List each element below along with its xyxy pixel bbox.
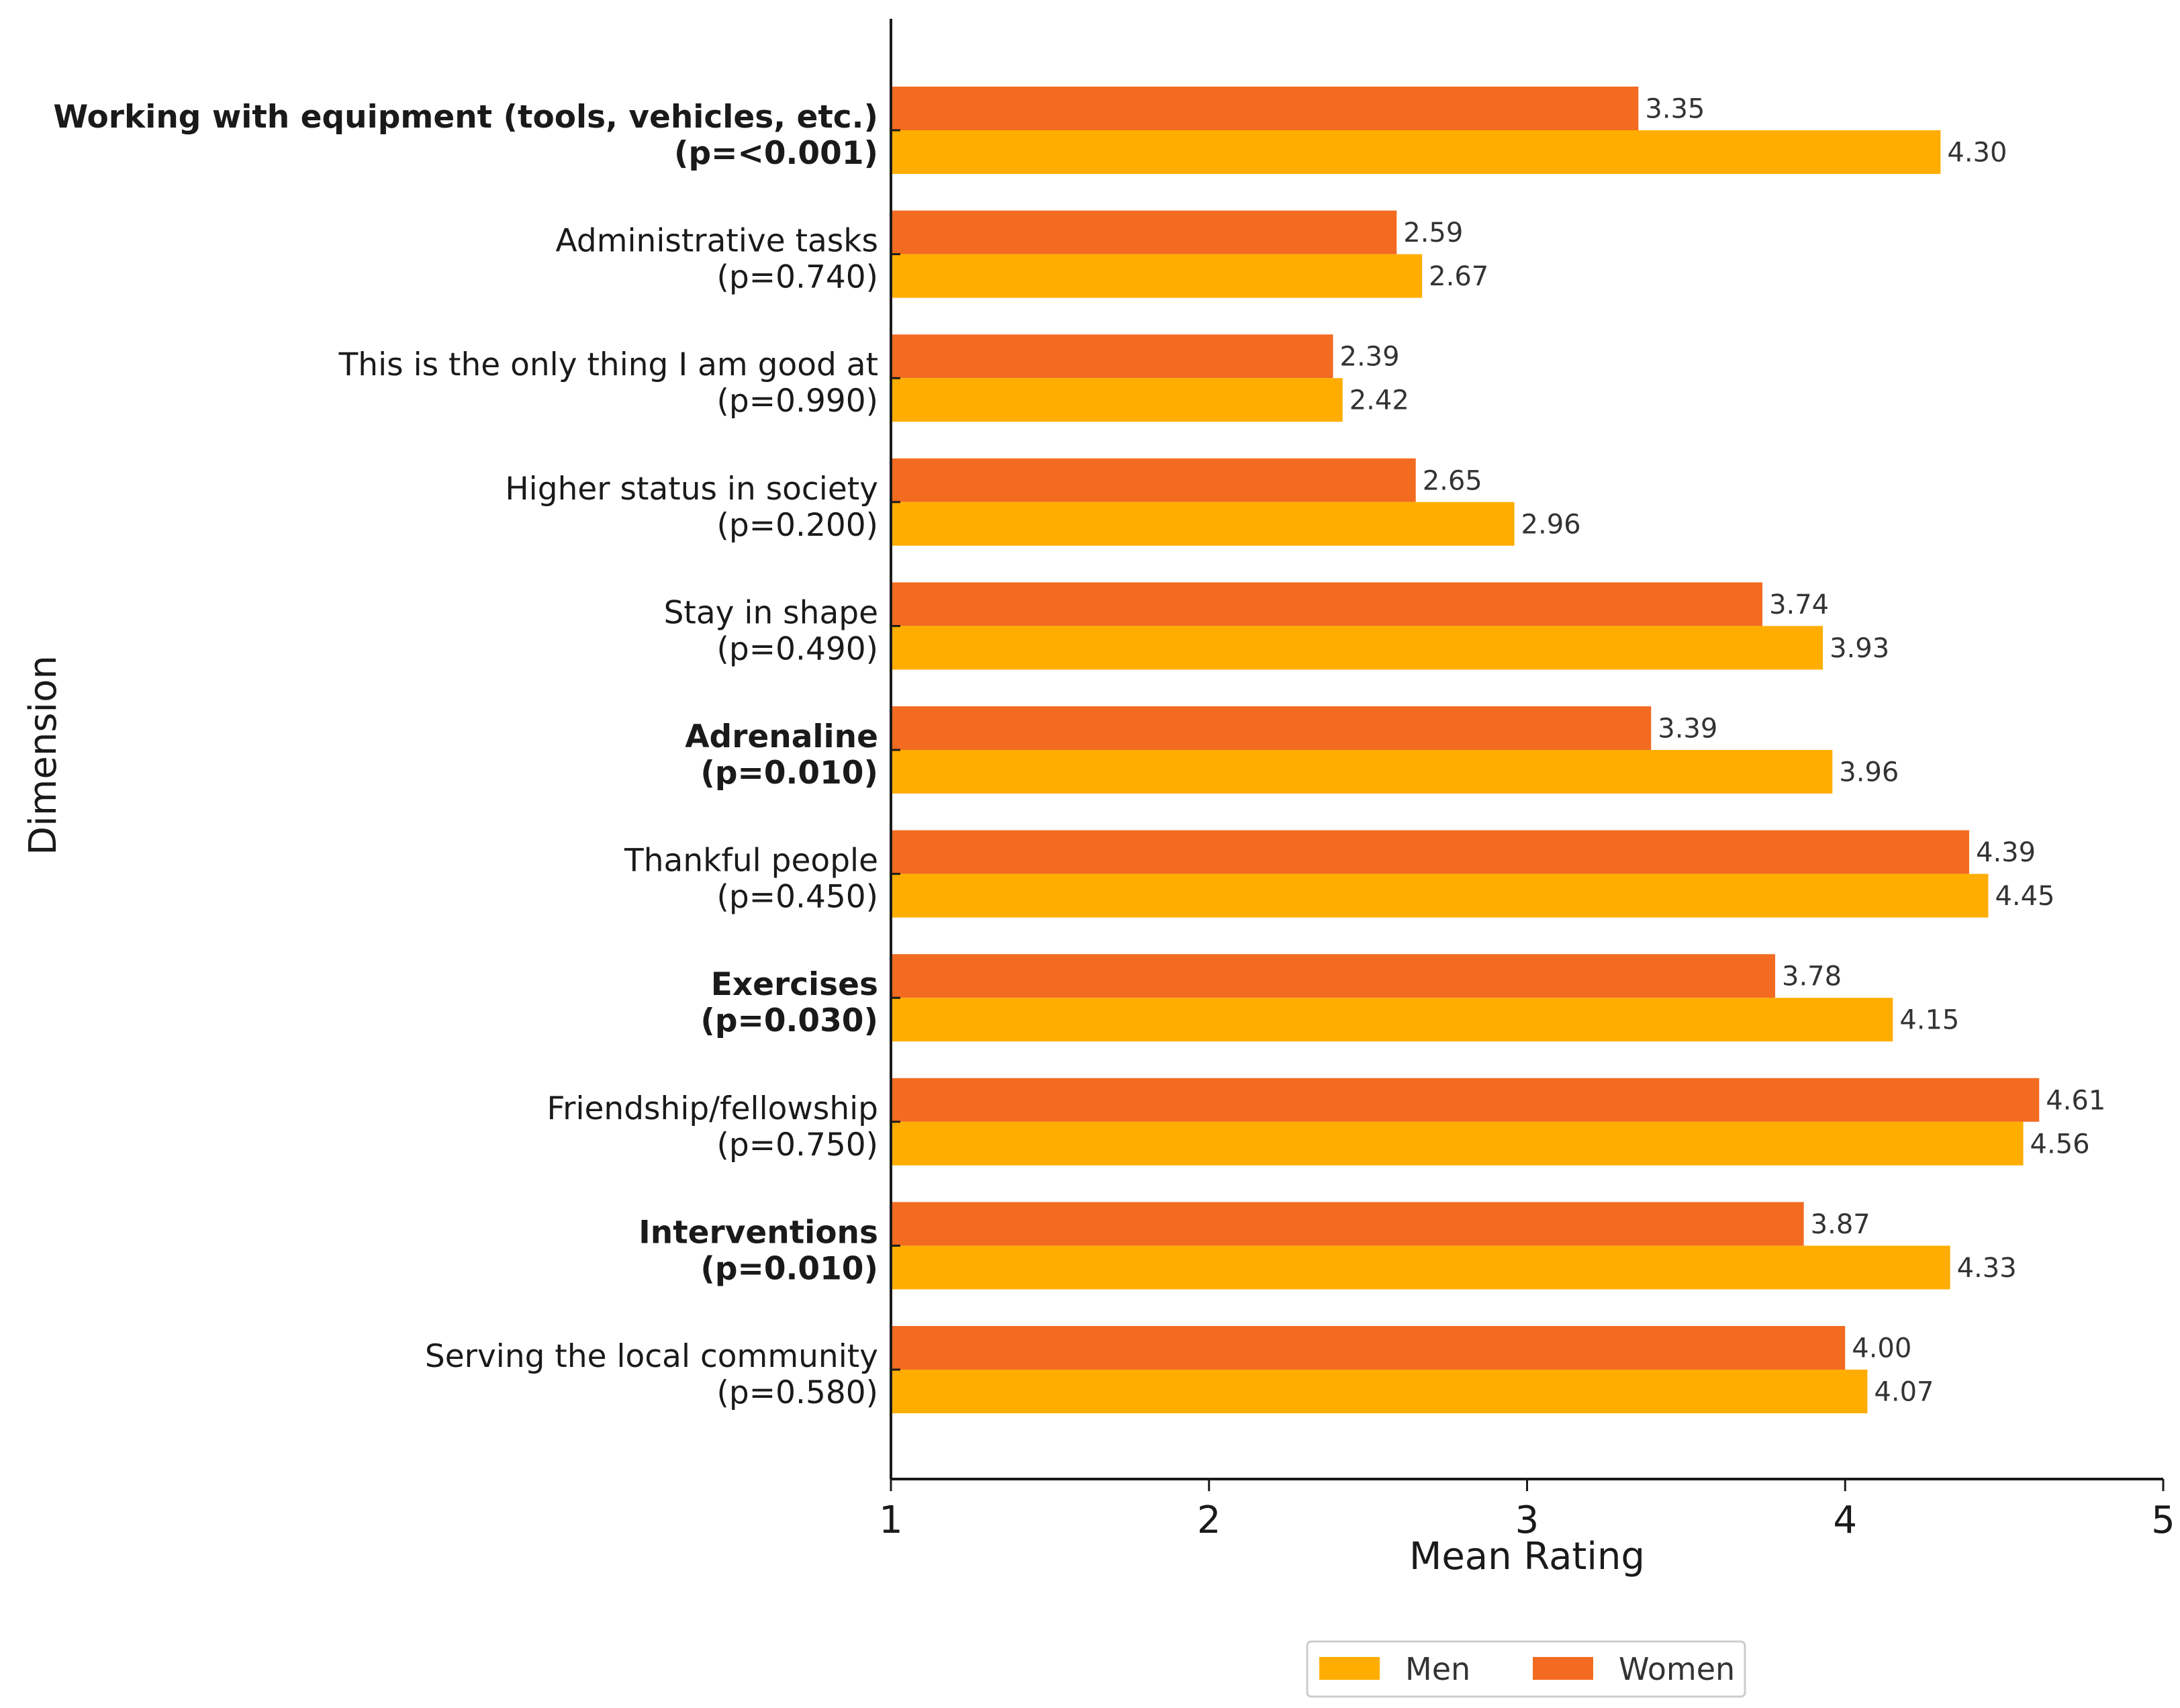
value-label-women: 2.39: [1340, 342, 1400, 373]
bar-women: [891, 582, 1763, 626]
legend-swatch-women: [1533, 1657, 1593, 1680]
x-tick-label: 1: [879, 1499, 903, 1542]
bar-women: [891, 1326, 1846, 1370]
value-label-men: 2.96: [1521, 509, 1581, 540]
bar-women: [891, 458, 1416, 502]
axes-group: 1 2 3 4 5 Mean Rating Dimension: [21, 19, 2175, 1578]
category-p-value: (p=0.200): [717, 507, 878, 544]
value-label-women: 3.35: [1645, 94, 1705, 125]
bar-men: [891, 873, 1989, 918]
category-label: Friendship/fellowship: [547, 1090, 878, 1127]
bar-women: [891, 334, 1333, 379]
bar-men: [891, 998, 1893, 1042]
value-label-women: 4.39: [1976, 837, 2036, 868]
category-labels-group: Working with equipment (tools, vehicles,…: [53, 99, 878, 1411]
category-p-value: (p=0.580): [717, 1374, 878, 1411]
bar-men: [891, 1121, 2024, 1166]
value-label-men: 4.15: [1899, 1005, 1959, 1036]
value-label-men: 3.96: [1839, 757, 1899, 788]
bar-women: [891, 1078, 2040, 1122]
category-p-value: (p=0.010): [700, 1250, 878, 1287]
value-label-men: 4.45: [1995, 881, 2054, 912]
bar-women: [891, 954, 1776, 998]
value-label-men: 4.07: [1874, 1377, 1934, 1408]
category-p-value: (p=0.750): [717, 1127, 878, 1164]
category-p-value: (p=0.740): [717, 259, 878, 296]
category-label: Stay in shape: [664, 594, 878, 631]
category-label: Exercises: [711, 966, 878, 1003]
bar-women: [891, 1202, 1804, 1246]
legend-swatch-men: [1319, 1657, 1380, 1680]
bar-women: [891, 87, 1639, 130]
bar-men: [891, 502, 1515, 546]
bar-men: [891, 254, 1423, 298]
bar-men: [891, 378, 1343, 422]
category-label: Serving the local community: [425, 1338, 878, 1375]
value-label-women: 3.74: [1769, 589, 1829, 620]
bar-women: [891, 706, 1652, 750]
bar-men: [891, 626, 1823, 670]
bar-women: [891, 830, 1970, 874]
legend-label-men: Men: [1405, 1651, 1470, 1687]
value-label-women: 2.65: [1423, 465, 1482, 496]
category-p-value: (p=0.450): [717, 879, 878, 916]
category-label: Interventions: [638, 1214, 878, 1251]
category-p-value: (p=0.490): [717, 630, 878, 667]
x-axis-title: Mean Rating: [1409, 1535, 1645, 1578]
category-label: This is the only thing I am good at: [338, 346, 878, 383]
value-label-men: 4.33: [1957, 1253, 2017, 1284]
value-label-men: 2.67: [1429, 261, 1488, 292]
category-p-value: (p=<0.001): [674, 135, 878, 172]
y-axis-title: Dimension: [21, 655, 65, 855]
value-label-women: 3.78: [1782, 961, 1842, 992]
category-p-value: (p=0.030): [700, 1002, 878, 1039]
x-tick-label: 2: [1197, 1499, 1221, 1542]
category-label: Higher status in society: [505, 471, 878, 508]
category-label: Thankful people: [624, 843, 878, 880]
bar-men: [891, 750, 1833, 794]
legend-label-women: Women: [1619, 1651, 1735, 1687]
value-label-men: 4.56: [2030, 1129, 2090, 1159]
x-tick-label: 5: [2151, 1499, 2175, 1542]
bar-men: [891, 1245, 1950, 1290]
value-label-men: 4.30: [1947, 138, 2007, 169]
x-tick-label: 4: [1833, 1499, 1857, 1542]
category-p-value: (p=0.990): [717, 383, 878, 420]
bar-women: [891, 210, 1397, 254]
x-tick-label: 3: [1515, 1499, 1539, 1542]
bar-men: [891, 1370, 1868, 1413]
value-label-women: 3.39: [1658, 714, 1717, 745]
value-label-men: 2.42: [1349, 385, 1409, 416]
legend: Men Women: [1306, 1640, 1746, 1698]
legend-frame: [1306, 1640, 1746, 1698]
value-labels-group: 3.35 4.30 2.59 2.67 2.39 2.42 2.65 2.96 3.743.93…: [1340, 94, 2106, 1408]
category-label: Working with equipment (tools, vehicles,…: [53, 99, 878, 136]
category-label: Adrenaline: [685, 718, 878, 755]
value-label-women: 4.00: [1852, 1333, 1911, 1364]
bars-group: [891, 87, 2040, 1413]
value-label-women: 3.87: [1811, 1209, 1870, 1240]
value-label-women: 4.61: [2046, 1085, 2105, 1116]
value-label-women: 2.59: [1403, 218, 1463, 248]
category-label: Administrative tasks: [556, 223, 878, 260]
value-label-men: 3.93: [1830, 633, 1889, 664]
category-p-value: (p=0.010): [700, 755, 878, 792]
bar-men: [891, 130, 1941, 174]
